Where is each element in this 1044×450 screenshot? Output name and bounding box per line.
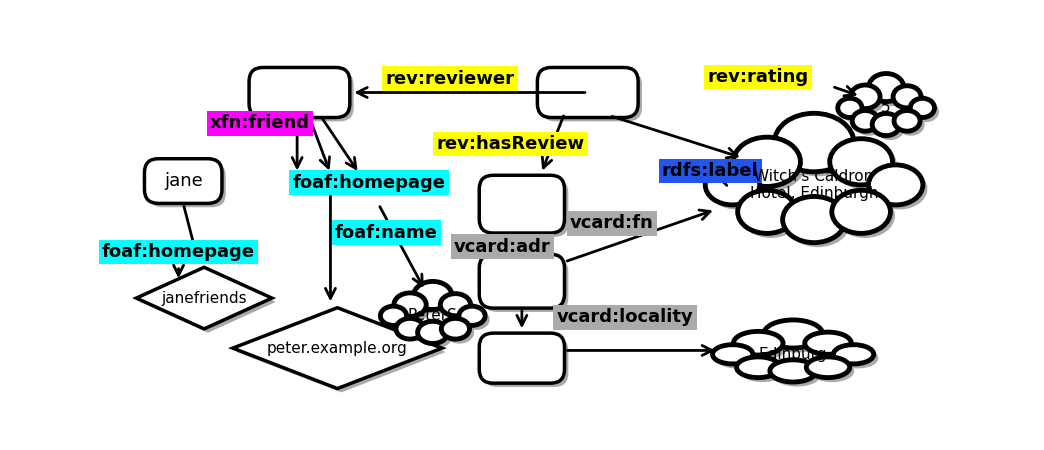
Ellipse shape xyxy=(763,320,823,348)
Ellipse shape xyxy=(442,319,470,339)
Ellipse shape xyxy=(872,113,900,135)
Ellipse shape xyxy=(734,137,801,186)
Ellipse shape xyxy=(809,336,855,358)
Ellipse shape xyxy=(740,361,784,382)
Ellipse shape xyxy=(910,98,934,117)
Ellipse shape xyxy=(835,194,895,237)
Ellipse shape xyxy=(841,102,865,122)
Ellipse shape xyxy=(774,364,821,386)
Ellipse shape xyxy=(869,73,904,102)
Text: peter.example.org: peter.example.org xyxy=(267,341,408,356)
Ellipse shape xyxy=(854,89,884,112)
Ellipse shape xyxy=(786,200,850,247)
Ellipse shape xyxy=(869,165,923,205)
Ellipse shape xyxy=(850,85,880,108)
Ellipse shape xyxy=(441,293,471,316)
Ellipse shape xyxy=(805,332,851,354)
Ellipse shape xyxy=(709,169,763,209)
Ellipse shape xyxy=(897,90,925,112)
Ellipse shape xyxy=(915,102,939,122)
FancyBboxPatch shape xyxy=(483,179,568,237)
Ellipse shape xyxy=(716,349,757,368)
FancyBboxPatch shape xyxy=(479,176,565,233)
Ellipse shape xyxy=(712,345,753,364)
Ellipse shape xyxy=(462,310,489,329)
Text: 5: 5 xyxy=(881,100,891,115)
FancyBboxPatch shape xyxy=(541,71,642,122)
FancyBboxPatch shape xyxy=(253,71,354,122)
Text: janefriends: janefriends xyxy=(162,291,247,306)
Ellipse shape xyxy=(769,360,816,382)
Ellipse shape xyxy=(775,113,854,172)
Text: Witch's Caldron
Hotel, Edinburgh: Witch's Caldron Hotel, Edinburgh xyxy=(750,169,878,201)
FancyBboxPatch shape xyxy=(144,159,222,203)
Text: foaf:homepage: foaf:homepage xyxy=(102,243,255,261)
Ellipse shape xyxy=(837,98,862,117)
FancyBboxPatch shape xyxy=(479,254,565,308)
FancyBboxPatch shape xyxy=(483,337,568,387)
Ellipse shape xyxy=(413,281,452,310)
Ellipse shape xyxy=(767,324,827,352)
Ellipse shape xyxy=(873,169,927,209)
Ellipse shape xyxy=(380,306,406,325)
Ellipse shape xyxy=(394,293,426,316)
Ellipse shape xyxy=(852,111,878,131)
Ellipse shape xyxy=(737,141,804,190)
Ellipse shape xyxy=(737,335,787,359)
Ellipse shape xyxy=(706,165,760,205)
Ellipse shape xyxy=(833,345,874,364)
Ellipse shape xyxy=(778,117,858,176)
Ellipse shape xyxy=(398,297,430,320)
Ellipse shape xyxy=(396,319,424,339)
Ellipse shape xyxy=(833,143,897,189)
Ellipse shape xyxy=(876,117,904,140)
Ellipse shape xyxy=(830,139,893,185)
Ellipse shape xyxy=(894,111,920,131)
FancyBboxPatch shape xyxy=(250,68,350,117)
Ellipse shape xyxy=(783,197,846,243)
Ellipse shape xyxy=(832,190,891,234)
Ellipse shape xyxy=(445,322,473,343)
Text: foaf:name: foaf:name xyxy=(335,224,437,242)
Polygon shape xyxy=(233,308,442,388)
Ellipse shape xyxy=(734,331,783,355)
Ellipse shape xyxy=(400,322,428,343)
Ellipse shape xyxy=(893,86,921,108)
Text: vcard:locality: vcard:locality xyxy=(556,308,693,326)
Ellipse shape xyxy=(873,77,907,105)
Ellipse shape xyxy=(459,306,485,325)
Text: xfn:friend: xfn:friend xyxy=(210,114,310,132)
Text: foaf:homepage: foaf:homepage xyxy=(292,174,446,192)
Ellipse shape xyxy=(444,297,474,319)
Text: rev:hasReview: rev:hasReview xyxy=(436,135,585,153)
Text: jane: jane xyxy=(164,172,203,190)
Ellipse shape xyxy=(741,194,800,237)
Ellipse shape xyxy=(418,321,448,343)
FancyBboxPatch shape xyxy=(479,333,565,383)
FancyBboxPatch shape xyxy=(538,68,638,117)
Ellipse shape xyxy=(738,190,797,234)
Ellipse shape xyxy=(856,114,882,135)
Ellipse shape xyxy=(422,325,452,347)
Text: rev:reviewer: rev:reviewer xyxy=(385,70,515,88)
Ellipse shape xyxy=(384,310,410,329)
Ellipse shape xyxy=(737,357,780,378)
Text: vcard:adr: vcard:adr xyxy=(454,238,551,256)
Polygon shape xyxy=(237,311,446,392)
Polygon shape xyxy=(140,271,276,333)
Ellipse shape xyxy=(810,361,854,382)
Text: Edinburg: Edinburg xyxy=(759,347,828,362)
Ellipse shape xyxy=(898,114,924,135)
Ellipse shape xyxy=(806,357,850,378)
FancyBboxPatch shape xyxy=(148,162,226,207)
Text: rdfs:label: rdfs:label xyxy=(662,162,759,180)
Text: vcard:fn: vcard:fn xyxy=(570,214,654,232)
Ellipse shape xyxy=(418,285,456,313)
Text: PeterS: PeterS xyxy=(408,308,457,323)
Ellipse shape xyxy=(837,349,878,368)
Polygon shape xyxy=(137,267,271,329)
Text: rev:rating: rev:rating xyxy=(708,68,809,86)
FancyBboxPatch shape xyxy=(483,258,568,312)
